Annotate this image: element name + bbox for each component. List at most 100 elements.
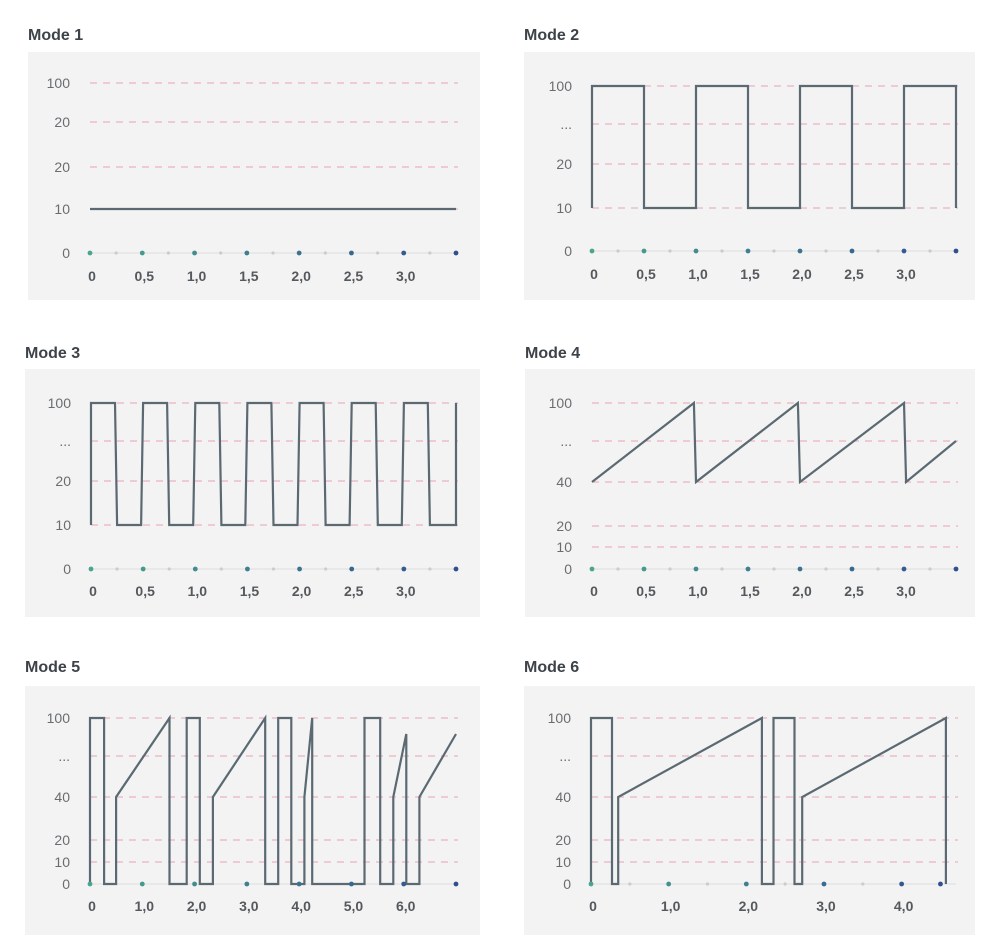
y-tick-label: 10	[556, 539, 572, 555]
x-axis-dot	[219, 251, 223, 255]
x-axis-dot	[349, 881, 354, 887]
y-tick-label: ...	[58, 748, 70, 764]
x-tick-label: 0,5	[135, 583, 155, 599]
y-tick-label: 40	[556, 474, 572, 490]
mode-2-block: Mode 2 0 10 20... 100 0 0,5 1,0 1,5 2,0 2,5 3,0	[524, 27, 976, 302]
x-tick-label: 3,0	[896, 583, 916, 599]
y-tick-label: 100	[48, 395, 72, 411]
x-axis-dot	[376, 567, 380, 571]
x-axis-dot	[589, 248, 595, 254]
x-axis-dot	[861, 882, 865, 886]
y-tick-label: 20	[54, 159, 70, 175]
x-axis-dot	[705, 882, 710, 886]
x-axis-dot	[375, 251, 380, 255]
x-axis-dot	[219, 567, 223, 571]
x-tick-label: 0,5	[636, 266, 656, 282]
x-axis-dot	[115, 567, 119, 571]
mode-1-block: Mode 1 0 10 20 20 100 0 0,5 1,0 1,5 2,0 2,5 3,0	[28, 27, 480, 302]
x-axis-dot	[743, 881, 749, 887]
y-tick-label: 0	[62, 876, 70, 892]
x-axis-dot	[114, 251, 118, 255]
y-tick-label: 10	[556, 200, 572, 216]
x-axis-dot	[876, 249, 880, 253]
x-axis-dot	[453, 881, 459, 887]
x-tick-label: 3,0	[396, 268, 416, 284]
x-axis-dot	[720, 249, 724, 253]
x-axis-dot	[953, 566, 959, 572]
x-tick-label: 1,5	[740, 583, 760, 599]
y-tick-label: 100	[548, 710, 572, 726]
x-tick-label: 0	[590, 583, 598, 599]
y-tick-label: 40	[555, 789, 571, 805]
x-tick-label: 1,0	[661, 898, 681, 914]
y-tick-label: 10	[54, 201, 70, 217]
x-tick-label: 1,0	[688, 583, 708, 599]
x-axis-dot	[876, 567, 880, 571]
x-tick-label: 2,0	[292, 583, 312, 599]
x-axis-dot	[797, 566, 803, 572]
x-axis-dot	[668, 567, 672, 571]
signal-line	[88, 714, 457, 886]
x-tick-label: 1,5	[239, 268, 259, 284]
y-tick-label: 10	[55, 517, 71, 533]
x-axis-dot	[88, 566, 94, 572]
x-tick-label: 1,0	[188, 583, 208, 599]
y-tick-label: 0	[563, 876, 571, 892]
y-tick-label: 20	[54, 114, 70, 130]
x-axis-dot	[244, 881, 250, 887]
y-tick-label: ...	[560, 116, 572, 132]
x-axis-dot	[589, 566, 595, 572]
x-tick-label: 0,5	[636, 583, 656, 599]
x-tick-label: 1,5	[740, 266, 760, 282]
x-axis-dot	[824, 249, 828, 253]
x-axis-dot	[323, 251, 327, 255]
x-tick-label: 4,0	[291, 898, 311, 914]
mode-1-chart: 0 10 20 20 100 0 0,5 1,0 1,5 2,0 2,5 3,0	[47, 75, 459, 284]
x-axis-dot	[87, 881, 93, 887]
x-axis-dot	[87, 250, 93, 256]
mode-2-panel	[524, 52, 975, 300]
y-tick-label: 20	[54, 832, 70, 848]
x-tick-label: 2,0	[187, 898, 207, 914]
x-tick-label: 2,5	[844, 266, 864, 282]
x-axis-dot	[401, 250, 407, 256]
x-axis-dot	[244, 250, 250, 256]
x-axis-dot	[668, 249, 672, 253]
x-tick-label: 2,0	[792, 583, 812, 599]
mode-1-panel	[28, 52, 480, 300]
signal-line	[589, 716, 947, 886]
x-axis-dot	[849, 566, 855, 572]
x-tick-label: 2,0	[792, 266, 812, 282]
x-tick-label: 1,5	[240, 583, 260, 599]
y-tick-label: 20	[556, 156, 572, 172]
mode-4-block: Mode 4 0 10 20 40... 100 0 0,5 1,0 1,5 2,0 2,5 3,0	[525, 345, 975, 620]
mode-6-block: Mode 6 0 10 20 40... 100 0 1,0 2,0 3,0 4,0	[524, 659, 975, 939]
x-axis-dot	[166, 251, 171, 255]
x-axis-dot	[666, 881, 672, 887]
x-axis-dot	[641, 566, 647, 572]
x-axis-dot	[720, 567, 724, 571]
x-axis-dot	[428, 567, 432, 571]
mode-6-chart: 0 10 20 40... 100 0 1,0 2,0 3,0 4,0	[548, 710, 958, 914]
x-axis-dot	[901, 566, 907, 572]
x-axis-dot	[245, 566, 250, 572]
x-tick-label: 3,0	[396, 583, 416, 599]
y-tick-label: 0	[564, 243, 572, 259]
y-tick-label: 20	[55, 473, 71, 489]
y-tick-label: 20	[555, 832, 571, 848]
y-tick-label: 100	[47, 710, 71, 726]
x-axis-dot	[349, 250, 354, 256]
mode-3-chart: 0 10 20... 100 0 0,5 1,0 1,5 2,0 2,5 3,0	[48, 395, 459, 599]
x-axis-dot	[401, 881, 407, 887]
x-axis-dot	[928, 567, 932, 571]
x-tick-label: 2,0	[739, 898, 759, 914]
x-axis-dot	[616, 567, 620, 571]
x-axis-dot	[783, 882, 787, 886]
x-axis-dot	[296, 881, 302, 887]
x-tick-label: 3,0	[816, 898, 836, 914]
x-tick-label: 0	[590, 266, 598, 282]
x-axis-dot	[797, 248, 803, 254]
x-tick-label: 0	[589, 898, 597, 914]
x-tick-label: 2,5	[344, 268, 364, 284]
mode-6-panel	[524, 686, 975, 935]
